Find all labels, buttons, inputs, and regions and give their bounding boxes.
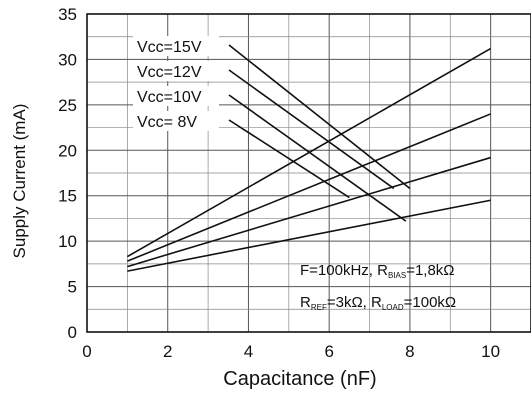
y-tick-label: 10	[58, 232, 77, 251]
legend-pointer-line	[228, 44, 411, 190]
x-tick-labels: 0 2 4 6 8 10	[82, 342, 500, 361]
x-tick-label: 8	[405, 342, 414, 361]
series-line	[126, 47, 492, 258]
x-tick-label: 2	[163, 342, 172, 361]
legend-label: Vcc=12V	[137, 64, 202, 81]
y-tick-label: 0	[68, 323, 77, 342]
y-tick-label: 20	[58, 141, 77, 160]
y-axis-title: Supply Current (mA)	[10, 104, 29, 259]
legend-label-bg	[133, 36, 219, 56]
x-axis-title: Capacitance (nF)	[223, 368, 376, 390]
series-line	[127, 113, 491, 262]
legend-label-bg	[133, 111, 219, 131]
x-tick-label: 0	[82, 342, 91, 361]
grid	[87, 14, 531, 332]
y-tick-labels: 0 5 10 15 20 25 30 35	[58, 5, 77, 342]
series-line	[127, 199, 491, 272]
legend-label: Vcc=15V	[137, 39, 202, 56]
legend-pointers	[228, 44, 411, 222]
annotation-conditions-line2: RREF=3kΩ, RLOAD=100kΩ	[300, 294, 456, 312]
legend-pointer-line	[228, 94, 407, 222]
legend: Vcc=15V Vcc=12V Vcc=10V Vcc= 8V	[133, 36, 219, 131]
y-tick-label: 35	[58, 5, 77, 24]
series-line	[127, 156, 491, 268]
legend-label-bg	[133, 86, 219, 106]
plot-frame	[86, 13, 531, 333]
y-tick-label: 30	[58, 50, 77, 69]
y-tick-label: 15	[58, 187, 77, 206]
legend-pointer-line	[228, 69, 395, 190]
x-tick-label: 4	[244, 342, 253, 361]
legend-pointer-line	[228, 119, 350, 199]
series-lines	[126, 47, 492, 272]
annotation-conditions-line1: F=100kHz, RBIAS=1,8kΩ	[300, 262, 455, 280]
y-tick-label: 25	[58, 96, 77, 115]
x-tick-label: 6	[324, 342, 333, 361]
x-tick-label: 10	[481, 342, 500, 361]
legend-label-bg	[133, 61, 219, 81]
legend-label: Vcc= 8V	[137, 114, 197, 131]
y-tick-label: 5	[68, 278, 77, 297]
legend-label: Vcc=10V	[137, 89, 202, 106]
